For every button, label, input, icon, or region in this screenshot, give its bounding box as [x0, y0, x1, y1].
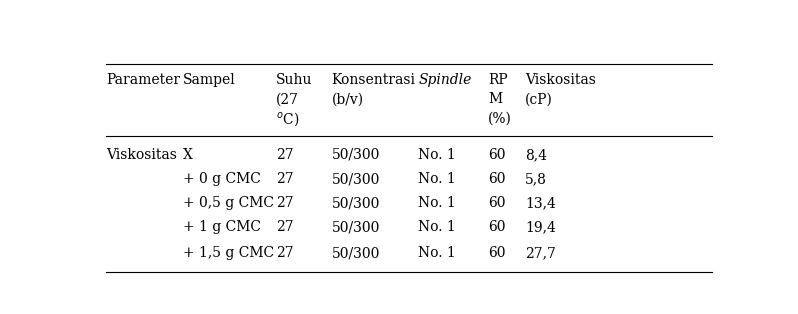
Text: + 0,5 g CMC: + 0,5 g CMC	[184, 196, 275, 210]
Text: Suhu: Suhu	[276, 73, 313, 87]
Text: 50/300: 50/300	[332, 172, 380, 186]
Text: 27: 27	[276, 196, 294, 210]
Text: No. 1: No. 1	[418, 220, 456, 235]
Text: 60: 60	[488, 246, 506, 260]
Text: No. 1: No. 1	[418, 148, 456, 162]
Text: Sampel: Sampel	[184, 73, 236, 87]
Text: 27: 27	[276, 148, 294, 162]
Text: No. 1: No. 1	[418, 246, 456, 260]
Text: $^{o}$C): $^{o}$C)	[276, 110, 299, 127]
Text: 27: 27	[276, 172, 294, 186]
Text: 19,4: 19,4	[525, 220, 556, 235]
Text: + 0 g CMC: + 0 g CMC	[184, 172, 261, 186]
Text: (cP): (cP)	[525, 92, 553, 106]
Text: + 1 g CMC: + 1 g CMC	[184, 220, 261, 235]
Text: Viskositas: Viskositas	[525, 73, 596, 87]
Text: 5,8: 5,8	[525, 172, 547, 186]
Text: 60: 60	[488, 220, 506, 235]
Text: 60: 60	[488, 148, 506, 162]
Text: + 1,5 g CMC: + 1,5 g CMC	[184, 246, 275, 260]
Text: No. 1: No. 1	[418, 196, 456, 210]
Text: (b/v): (b/v)	[332, 92, 364, 106]
Text: 27: 27	[276, 246, 294, 260]
Text: 50/300: 50/300	[332, 148, 380, 162]
Text: (%): (%)	[488, 112, 512, 126]
Text: Konsentrasi: Konsentrasi	[332, 73, 416, 87]
Text: 50/300: 50/300	[332, 246, 380, 260]
Text: 60: 60	[488, 172, 506, 186]
Text: 8,4: 8,4	[525, 148, 547, 162]
Text: X: X	[184, 148, 193, 162]
Text: M: M	[488, 92, 502, 106]
Text: 50/300: 50/300	[332, 196, 380, 210]
Text: (27: (27	[276, 92, 299, 106]
Text: 50/300: 50/300	[332, 220, 380, 235]
Text: 60: 60	[488, 196, 506, 210]
Text: No. 1: No. 1	[418, 172, 456, 186]
Text: 27: 27	[276, 220, 294, 235]
Text: Spindle: Spindle	[418, 73, 472, 87]
Text: Parameter: Parameter	[106, 73, 180, 87]
Text: RP: RP	[488, 73, 508, 87]
Text: 13,4: 13,4	[525, 196, 556, 210]
Text: 27,7: 27,7	[525, 246, 556, 260]
Text: Viskositas: Viskositas	[106, 148, 177, 162]
